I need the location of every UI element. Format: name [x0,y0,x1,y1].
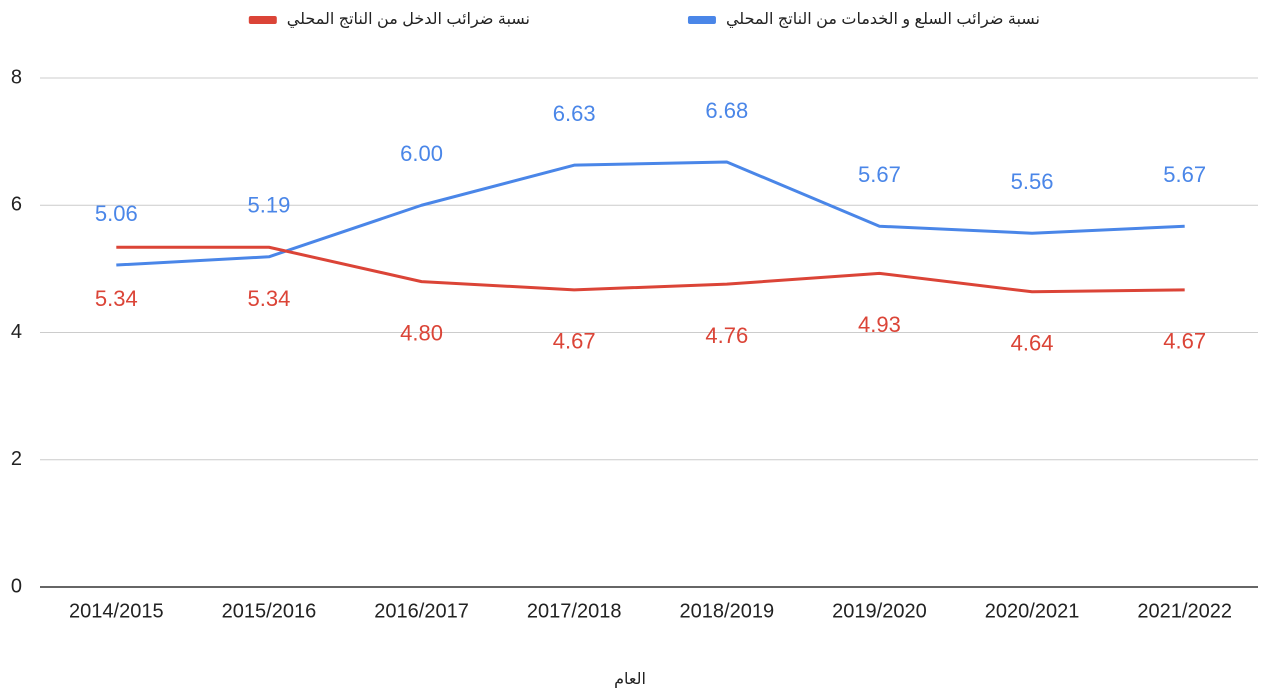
x-tick-label: 2017/2018 [527,600,622,622]
data-label: 4.93 [858,312,901,337]
y-tick-label: 4 [11,321,22,343]
x-tick-label: 2016/2017 [374,600,469,622]
legend-label: نسبة ضرائب السلع و الخدمات من الناتج الم… [726,11,1040,29]
data-label: 4.67 [553,329,596,354]
data-label: 5.06 [95,201,138,226]
data-label: 4.64 [1011,331,1054,356]
y-tick-label: 0 [11,575,22,597]
x-tick-label: 2014/2015 [69,600,164,622]
y-tick-label: 8 [11,66,22,88]
x-tick-label: 2021/2022 [1137,600,1232,622]
data-label: 6.00 [400,141,443,166]
y-tick-label: 6 [11,194,22,216]
series-line [116,160,1185,267]
series-line [116,245,1185,294]
data-label: 5.34 [95,286,138,311]
x-axis-label: العام [614,671,646,688]
data-label: 5.67 [1163,162,1206,187]
data-label: 5.56 [1011,169,1054,194]
data-label: 4.67 [1163,329,1206,354]
data-label: 6.68 [705,98,748,123]
data-label: 4.76 [705,323,748,348]
x-tick-label: 2019/2020 [832,600,927,622]
data-label: 5.67 [858,162,901,187]
data-label: 5.19 [248,193,291,218]
x-tick-label: 2015/2016 [222,600,317,622]
data-label: 6.63 [553,101,596,126]
data-label: 4.80 [400,320,443,345]
x-tick-label: 2018/2019 [680,600,775,622]
legend-swatch [687,16,716,24]
data-label: 5.34 [248,286,291,311]
x-tick-label: 2020/2021 [985,600,1080,622]
legend-label: نسبة ضرائب الدخل من الناتج المحلي [287,11,530,29]
y-tick-label: 2 [11,448,22,470]
legend-swatch [248,16,277,24]
